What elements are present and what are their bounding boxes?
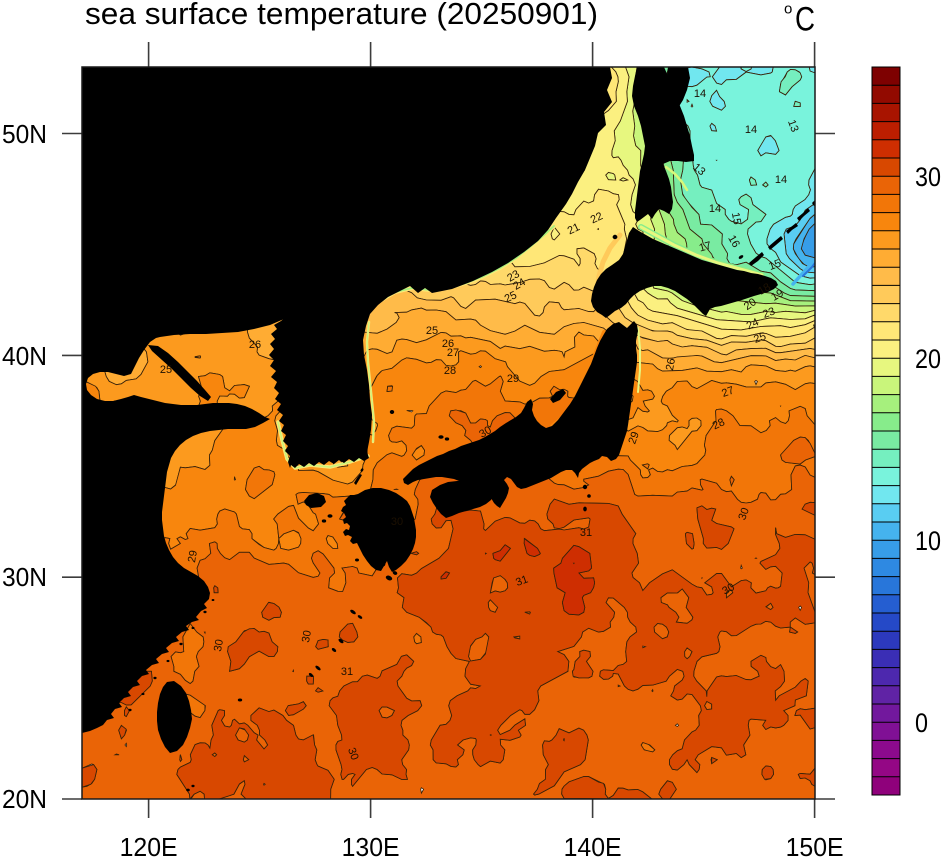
svg-text:23: 23 — [505, 268, 522, 285]
svg-text:25: 25 — [503, 289, 519, 305]
svg-text:17: 17 — [698, 240, 713, 255]
svg-text:20N: 20N — [2, 784, 47, 814]
svg-text:18: 18 — [756, 281, 773, 298]
svg-text:25: 25 — [426, 325, 438, 337]
svg-text:28: 28 — [444, 365, 456, 377]
svg-text:24: 24 — [745, 316, 761, 332]
svg-text:130E: 130E — [342, 832, 400, 858]
svg-text:30: 30 — [477, 424, 494, 441]
svg-text:31: 31 — [514, 573, 530, 588]
svg-text:o: o — [784, 1, 792, 18]
svg-text:20: 20 — [915, 344, 941, 374]
svg-text:31: 31 — [580, 527, 592, 539]
svg-text:27: 27 — [720, 384, 736, 399]
svg-text:30: 30 — [915, 162, 941, 192]
svg-text:27: 27 — [447, 347, 459, 359]
svg-text:30N: 30N — [2, 562, 47, 592]
svg-text:25: 25 — [160, 364, 172, 376]
svg-text:16: 16 — [725, 233, 742, 250]
svg-text:14: 14 — [775, 174, 787, 186]
svg-text:22: 22 — [589, 210, 605, 226]
svg-text:26: 26 — [249, 339, 261, 351]
svg-text:30: 30 — [391, 516, 403, 528]
svg-text:26: 26 — [442, 338, 454, 350]
svg-text:29: 29 — [507, 373, 519, 385]
svg-text:14: 14 — [745, 124, 757, 136]
svg-text:30: 30 — [345, 746, 360, 762]
svg-text:28: 28 — [711, 416, 727, 432]
svg-text:25: 25 — [752, 330, 768, 345]
svg-text:C: C — [795, 1, 815, 39]
svg-text:26: 26 — [664, 357, 678, 371]
svg-text:0: 0 — [915, 708, 928, 738]
svg-text:50N: 50N — [2, 119, 47, 149]
svg-text:40N: 40N — [2, 341, 47, 371]
svg-text:20: 20 — [742, 296, 759, 313]
svg-text:30: 30 — [736, 506, 751, 522]
svg-text:21: 21 — [810, 321, 825, 337]
svg-text:31: 31 — [341, 666, 353, 678]
svg-text:15: 15 — [729, 211, 743, 225]
svg-text:24: 24 — [511, 276, 528, 293]
svg-text:30: 30 — [300, 629, 314, 643]
svg-text:10: 10 — [915, 526, 941, 556]
svg-text:150E: 150E — [786, 832, 844, 858]
svg-text:30: 30 — [720, 581, 737, 598]
svg-text:21: 21 — [566, 221, 582, 237]
svg-text:14: 14 — [694, 88, 706, 100]
svg-text:sea surface temperature (20250: sea surface temperature (20250901) — [85, 0, 598, 31]
svg-text:140E: 140E — [564, 832, 622, 858]
svg-text:15: 15 — [767, 257, 783, 272]
svg-text:29: 29 — [626, 430, 641, 446]
svg-text:19: 19 — [769, 287, 786, 304]
svg-text:13: 13 — [785, 118, 800, 134]
svg-text:120E: 120E — [120, 832, 178, 858]
svg-text:14: 14 — [709, 203, 721, 215]
svg-text:30: 30 — [212, 638, 226, 652]
svg-text:23: 23 — [761, 305, 777, 320]
svg-text:29: 29 — [186, 549, 200, 563]
